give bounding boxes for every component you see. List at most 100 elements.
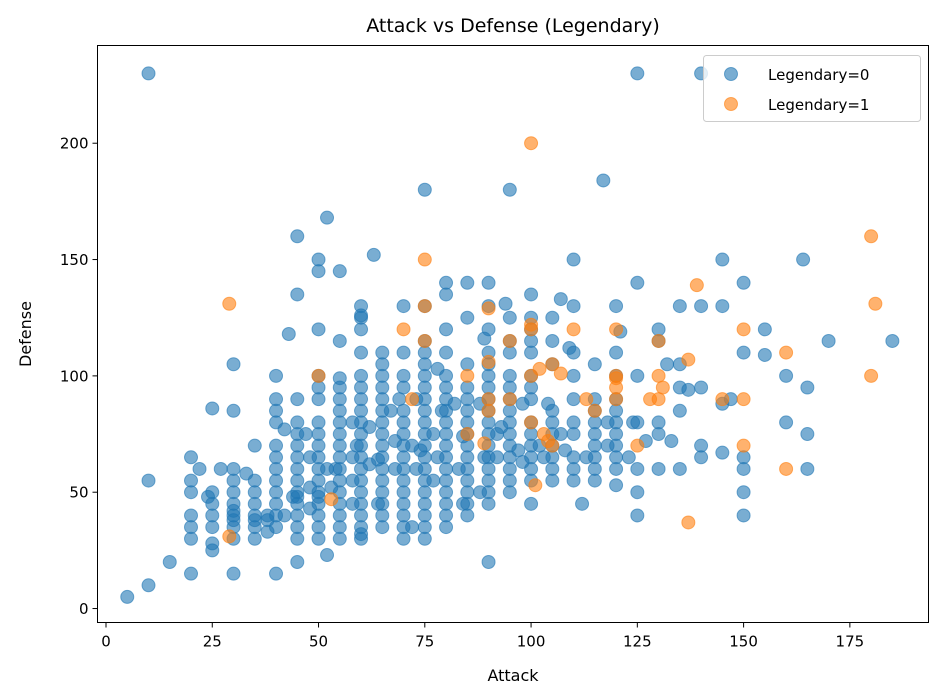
data-point <box>375 415 390 430</box>
data-point <box>311 531 326 546</box>
data-point <box>566 450 581 465</box>
data-point <box>269 368 284 383</box>
data-point <box>354 473 369 488</box>
data-point <box>290 485 305 500</box>
data-point <box>226 496 241 511</box>
data-point <box>396 345 411 360</box>
data-point <box>528 478 543 493</box>
legend-box <box>703 55 921 122</box>
data-point <box>247 473 262 488</box>
data-point <box>226 485 241 500</box>
data-point <box>630 66 645 81</box>
data-point <box>290 461 305 476</box>
data-point <box>205 508 220 523</box>
data-point <box>439 485 454 500</box>
data-point <box>736 450 751 465</box>
data-point <box>311 427 326 442</box>
data-point <box>736 275 751 290</box>
data-point <box>481 403 496 418</box>
data-point <box>396 450 411 465</box>
x-tick-label: 150 <box>729 633 758 651</box>
data-point <box>460 508 475 523</box>
data-point <box>609 415 624 430</box>
data-point <box>779 461 794 476</box>
data-point <box>621 450 636 465</box>
data-point <box>192 461 207 476</box>
data-point <box>800 380 815 395</box>
data-point <box>205 496 220 511</box>
data-point <box>481 368 496 383</box>
data-point <box>205 401 220 416</box>
data-point <box>694 438 709 453</box>
data-point <box>222 529 237 544</box>
data-point <box>354 299 369 314</box>
data-point <box>694 299 709 314</box>
data-point <box>502 461 517 476</box>
data-point <box>426 427 441 442</box>
data-point <box>460 473 475 488</box>
data-point <box>587 357 602 372</box>
data-point <box>226 403 241 418</box>
data-point <box>396 403 411 418</box>
data-point <box>247 438 262 453</box>
data-point <box>736 345 751 360</box>
data-point <box>205 536 220 551</box>
data-point <box>417 531 432 546</box>
data-point <box>396 461 411 476</box>
data-point <box>566 461 581 476</box>
data-point <box>715 392 730 407</box>
data-point <box>184 450 199 465</box>
data-point <box>524 345 539 360</box>
y-tick-label: 0 <box>79 600 89 618</box>
data-point <box>524 287 539 302</box>
data-point <box>864 229 879 244</box>
data-point <box>587 438 602 453</box>
data-point <box>396 473 411 488</box>
series-legendary-0 <box>120 66 900 604</box>
data-point <box>460 275 475 290</box>
data-point <box>609 450 624 465</box>
data-point <box>609 427 624 442</box>
data-point <box>502 415 517 430</box>
data-point <box>277 508 292 523</box>
data-point <box>545 415 560 430</box>
data-point <box>502 380 517 395</box>
data-point <box>405 520 420 535</box>
data-point <box>477 436 492 451</box>
data-point <box>396 427 411 442</box>
legend-label-legendary-0: Legendary=0 <box>768 66 869 84</box>
data-point <box>545 310 560 325</box>
data-point <box>290 531 305 546</box>
data-point <box>460 461 475 476</box>
data-point <box>375 368 390 383</box>
data-point <box>651 461 666 476</box>
data-point <box>439 275 454 290</box>
data-point <box>375 345 390 360</box>
data-point <box>281 327 296 341</box>
data-point <box>481 415 496 430</box>
data-point <box>375 473 390 488</box>
data-point <box>205 485 220 500</box>
data-point <box>779 415 794 430</box>
data-point <box>417 450 432 465</box>
data-point <box>757 322 772 337</box>
data-point <box>311 380 326 395</box>
data-point <box>481 380 496 395</box>
data-point <box>715 299 730 314</box>
data-point <box>375 380 390 395</box>
data-point <box>290 415 305 430</box>
data-point <box>417 345 432 360</box>
data-point <box>226 473 241 488</box>
data-point <box>290 555 305 570</box>
data-point <box>502 345 517 360</box>
data-point <box>354 403 369 418</box>
data-point <box>524 450 539 465</box>
data-point <box>311 392 326 407</box>
data-point <box>269 392 284 407</box>
data-point <box>587 450 602 465</box>
data-point <box>524 333 539 348</box>
data-point <box>247 496 262 511</box>
y-tick-label: 200 <box>60 135 89 153</box>
data-point <box>247 485 262 500</box>
data-point <box>332 520 347 535</box>
